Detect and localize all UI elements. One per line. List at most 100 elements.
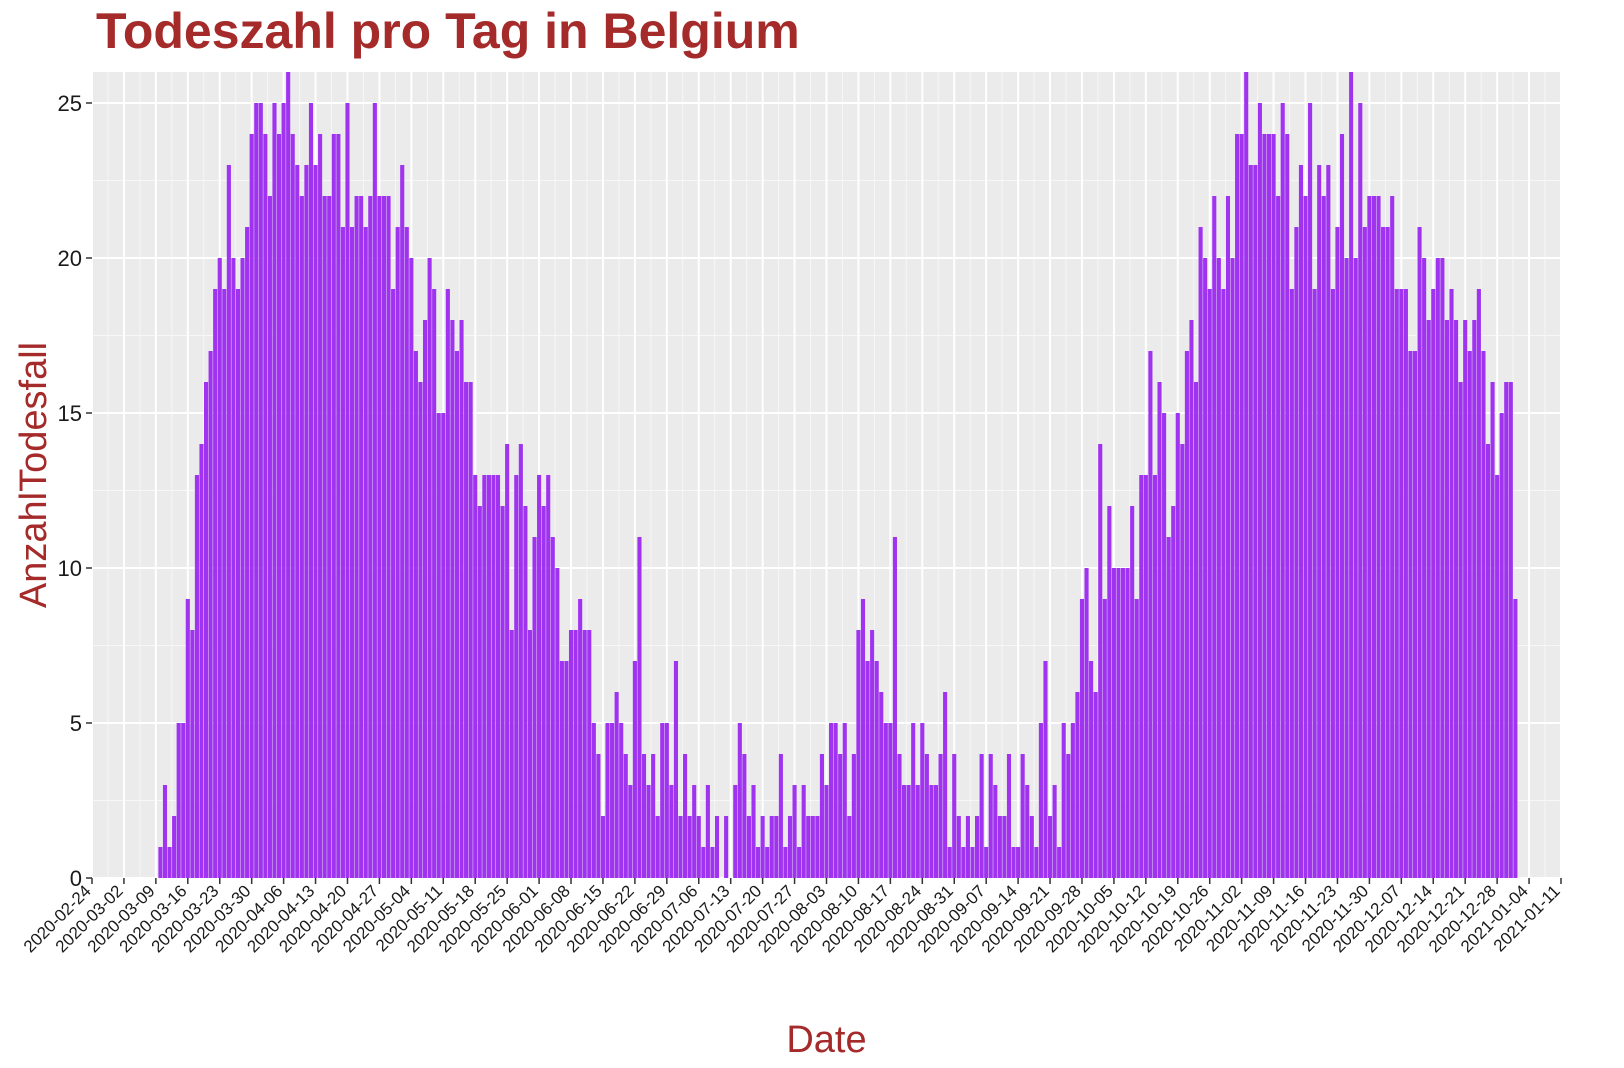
bar [710, 847, 715, 878]
bar [349, 227, 355, 878]
bar [724, 816, 729, 878]
bar [409, 258, 414, 878]
bar [1066, 754, 1071, 878]
bar [1070, 723, 1075, 878]
bar [226, 165, 231, 878]
bar [1358, 103, 1363, 878]
bar [829, 723, 834, 878]
bar [1079, 599, 1085, 878]
bar [714, 816, 720, 878]
bar [810, 816, 815, 878]
bar [1399, 289, 1404, 878]
bar [974, 816, 980, 878]
bar [1253, 165, 1258, 878]
bar [1225, 196, 1231, 878]
bar [1116, 568, 1121, 878]
bar [632, 661, 637, 878]
bar [363, 227, 368, 878]
bar [1417, 227, 1422, 878]
bar [783, 847, 788, 878]
bar [1075, 692, 1080, 878]
bar [176, 723, 181, 878]
bar [874, 661, 879, 878]
bar [1467, 351, 1472, 878]
bar [1381, 227, 1386, 878]
bar [1495, 475, 1500, 878]
bar [1239, 134, 1244, 878]
bar [1454, 320, 1459, 878]
bar [290, 134, 295, 878]
bar [541, 506, 546, 878]
bar [902, 785, 907, 878]
bar [267, 196, 272, 878]
bar [1084, 568, 1089, 878]
bar [1207, 289, 1212, 878]
bar [851, 754, 856, 878]
bar [1422, 258, 1427, 878]
bar [1276, 196, 1281, 878]
bar [340, 227, 345, 878]
bar [1289, 289, 1294, 878]
bar [550, 537, 555, 878]
bar [1043, 661, 1048, 878]
bar [1016, 847, 1021, 878]
bar [669, 785, 674, 878]
bar [1120, 568, 1126, 878]
bar [1426, 320, 1431, 878]
bar [860, 599, 866, 878]
bar [696, 816, 701, 878]
bar [240, 258, 245, 878]
bar [673, 661, 679, 878]
bar [628, 785, 633, 878]
bar [1394, 289, 1399, 878]
bar [523, 506, 528, 878]
bar [527, 630, 533, 878]
bar [1513, 599, 1518, 878]
bar [1025, 785, 1030, 878]
bar [1193, 382, 1199, 878]
bar [1262, 134, 1267, 878]
bar [172, 816, 177, 878]
bar [400, 165, 405, 878]
bar [943, 692, 948, 878]
bar [897, 754, 902, 878]
bar [1440, 258, 1445, 878]
bar [1189, 320, 1194, 878]
y-axis-title: AnzahlTodesfall [13, 342, 55, 608]
x-axis: 2020-02-242020-03-022020-03-092020-03-16… [20, 878, 1564, 956]
bar [1162, 413, 1167, 878]
bar [295, 165, 300, 878]
bar [751, 785, 756, 878]
bar [1463, 320, 1468, 878]
bar [1303, 196, 1308, 878]
bar [956, 816, 961, 878]
bar [1431, 289, 1436, 878]
bar [1157, 382, 1162, 878]
bar [422, 320, 428, 878]
bar [911, 723, 916, 878]
bar [952, 754, 957, 878]
bar [1339, 134, 1345, 878]
bar [646, 785, 651, 878]
bar [308, 103, 314, 878]
bar [505, 444, 510, 878]
bar [203, 382, 209, 878]
bar [892, 537, 897, 878]
bar [454, 351, 460, 878]
y-tick-label: 20 [58, 246, 82, 271]
bar [582, 630, 587, 878]
bar [701, 847, 706, 878]
bar [1034, 847, 1039, 878]
bar [304, 165, 309, 878]
bar [464, 382, 469, 878]
bar [1244, 72, 1249, 878]
bar [1271, 134, 1276, 878]
bar [368, 196, 373, 878]
bar [938, 754, 943, 878]
bar [432, 289, 437, 878]
bar [1390, 196, 1395, 878]
bar [313, 165, 318, 878]
bar [737, 723, 742, 878]
bar [1330, 289, 1335, 878]
